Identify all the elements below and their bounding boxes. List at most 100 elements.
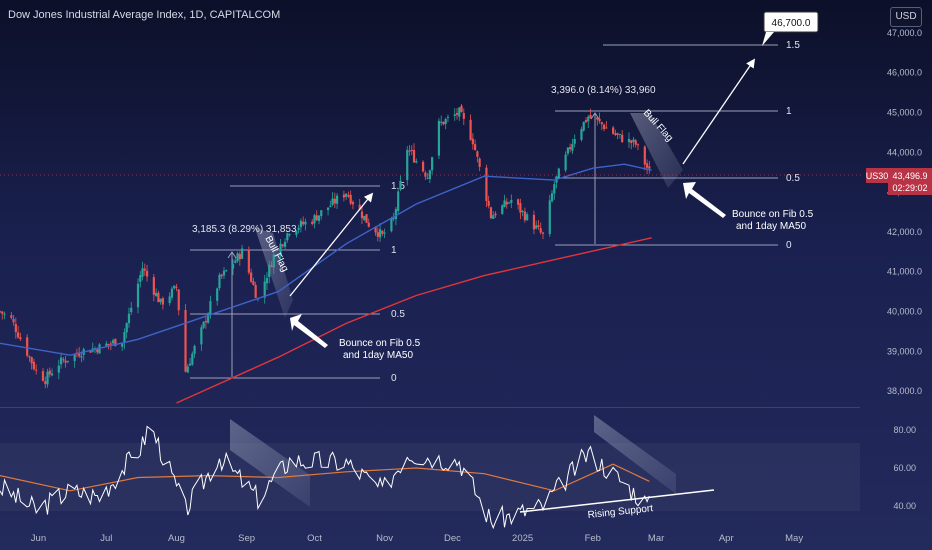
price-tick-label: 42,000.0 — [887, 227, 922, 237]
candle — [363, 215, 366, 222]
time-axis[interactable]: Jun Jul Aug Sep Oct Nov Dec 2025 Feb Mar Apr May — [31, 533, 804, 544]
candle — [489, 206, 493, 220]
candle — [127, 307, 131, 328]
candle-body — [446, 116, 450, 118]
candle-body — [225, 270, 228, 272]
candle-body — [186, 366, 189, 373]
candle — [645, 159, 649, 175]
candle-body — [313, 215, 316, 224]
fib-retracement-2[interactable] — [555, 44, 778, 246]
current-price: 43,496.9 — [892, 171, 927, 181]
candle-body — [648, 166, 651, 169]
candle — [390, 216, 393, 233]
candle — [254, 281, 257, 298]
candle — [170, 286, 174, 301]
candle — [485, 164, 488, 208]
candle-body — [632, 139, 635, 142]
currency-button[interactable]: USD — [890, 7, 922, 27]
candle-body — [381, 230, 384, 234]
candle-body — [453, 114, 456, 116]
fib2-level-0-5: 0.5 — [786, 173, 800, 184]
candle-body — [517, 199, 520, 205]
candle — [557, 167, 560, 178]
candle-body — [170, 288, 174, 298]
candle — [204, 316, 207, 329]
candle-body — [127, 313, 131, 324]
fib1-measure: 3,185.3 (8.29%) 31,853 — [192, 224, 297, 235]
candle-body — [207, 314, 210, 323]
candle-body — [62, 359, 65, 361]
candle — [460, 103, 463, 113]
candle — [630, 139, 633, 150]
bounce-arrow-2 — [683, 182, 726, 218]
time-axis-label: 2025 — [512, 533, 533, 544]
candle-body — [643, 146, 646, 165]
candle — [30, 356, 33, 370]
candle — [326, 207, 330, 216]
candle — [426, 173, 429, 180]
time-axis-label: Jun — [31, 533, 46, 544]
candlestick-series[interactable] — [0, 103, 651, 389]
candle — [50, 368, 54, 377]
candle-body — [107, 343, 110, 345]
price-tick-label: 40,000.0 — [887, 306, 922, 316]
candle — [234, 257, 237, 264]
candle-body — [390, 218, 393, 232]
candle — [539, 222, 542, 235]
candle-body — [326, 207, 330, 210]
candle-body — [412, 149, 416, 163]
candle — [333, 192, 336, 209]
candle — [471, 133, 474, 150]
candle — [35, 364, 38, 375]
symbol-badge[interactable] — [866, 168, 888, 183]
time-axis-label: Aug — [168, 533, 185, 544]
candle — [376, 227, 379, 242]
candle-body — [374, 226, 377, 233]
candle — [351, 200, 355, 210]
candle-body — [272, 254, 275, 268]
candle — [440, 115, 443, 126]
candle — [231, 259, 235, 275]
candle-body — [474, 144, 477, 151]
candle — [317, 215, 321, 225]
candle — [589, 108, 592, 119]
candle — [268, 260, 271, 284]
candle-body — [200, 327, 203, 345]
candle — [399, 175, 402, 192]
candle-body — [64, 360, 67, 363]
panel-separator — [0, 407, 860, 408]
rsi-tick-label: 40.00 — [893, 501, 916, 511]
fib1-level-0-5: 0.5 — [391, 309, 405, 320]
candle — [532, 210, 536, 235]
candle-body — [304, 221, 307, 225]
candle-body — [627, 138, 631, 143]
candle — [548, 194, 551, 237]
chart-title: Dow Jones Industrial Average Index, 1D, … — [8, 9, 281, 21]
candle — [123, 328, 126, 350]
candle — [367, 218, 370, 228]
candle — [177, 289, 180, 316]
candle-body — [614, 133, 617, 135]
candle — [437, 118, 441, 160]
price-tick-label: 47,000.0 — [887, 28, 922, 38]
candle-body — [220, 274, 223, 277]
candle — [125, 322, 128, 339]
price-axis[interactable]: 47,000.046,000.045,000.044,000.043,000.0… — [887, 28, 922, 396]
candle — [381, 230, 384, 236]
candle-body — [367, 222, 370, 227]
candle-body — [234, 260, 237, 263]
rsi-axis[interactable]: 80.00 60.00 40.00 — [893, 425, 916, 511]
candle — [415, 158, 418, 164]
candle — [347, 191, 350, 199]
candle — [571, 138, 574, 155]
candle — [247, 246, 250, 275]
candle — [130, 301, 133, 315]
bounce-note-2-line1: Bounce on Fib 0.5 — [732, 209, 814, 220]
fib2-level-0: 0 — [786, 240, 792, 251]
candle — [428, 169, 431, 184]
price-tick-label: 41,000.0 — [887, 267, 922, 277]
candle-body — [460, 105, 463, 113]
candle-body — [428, 170, 431, 180]
candle — [612, 125, 615, 135]
